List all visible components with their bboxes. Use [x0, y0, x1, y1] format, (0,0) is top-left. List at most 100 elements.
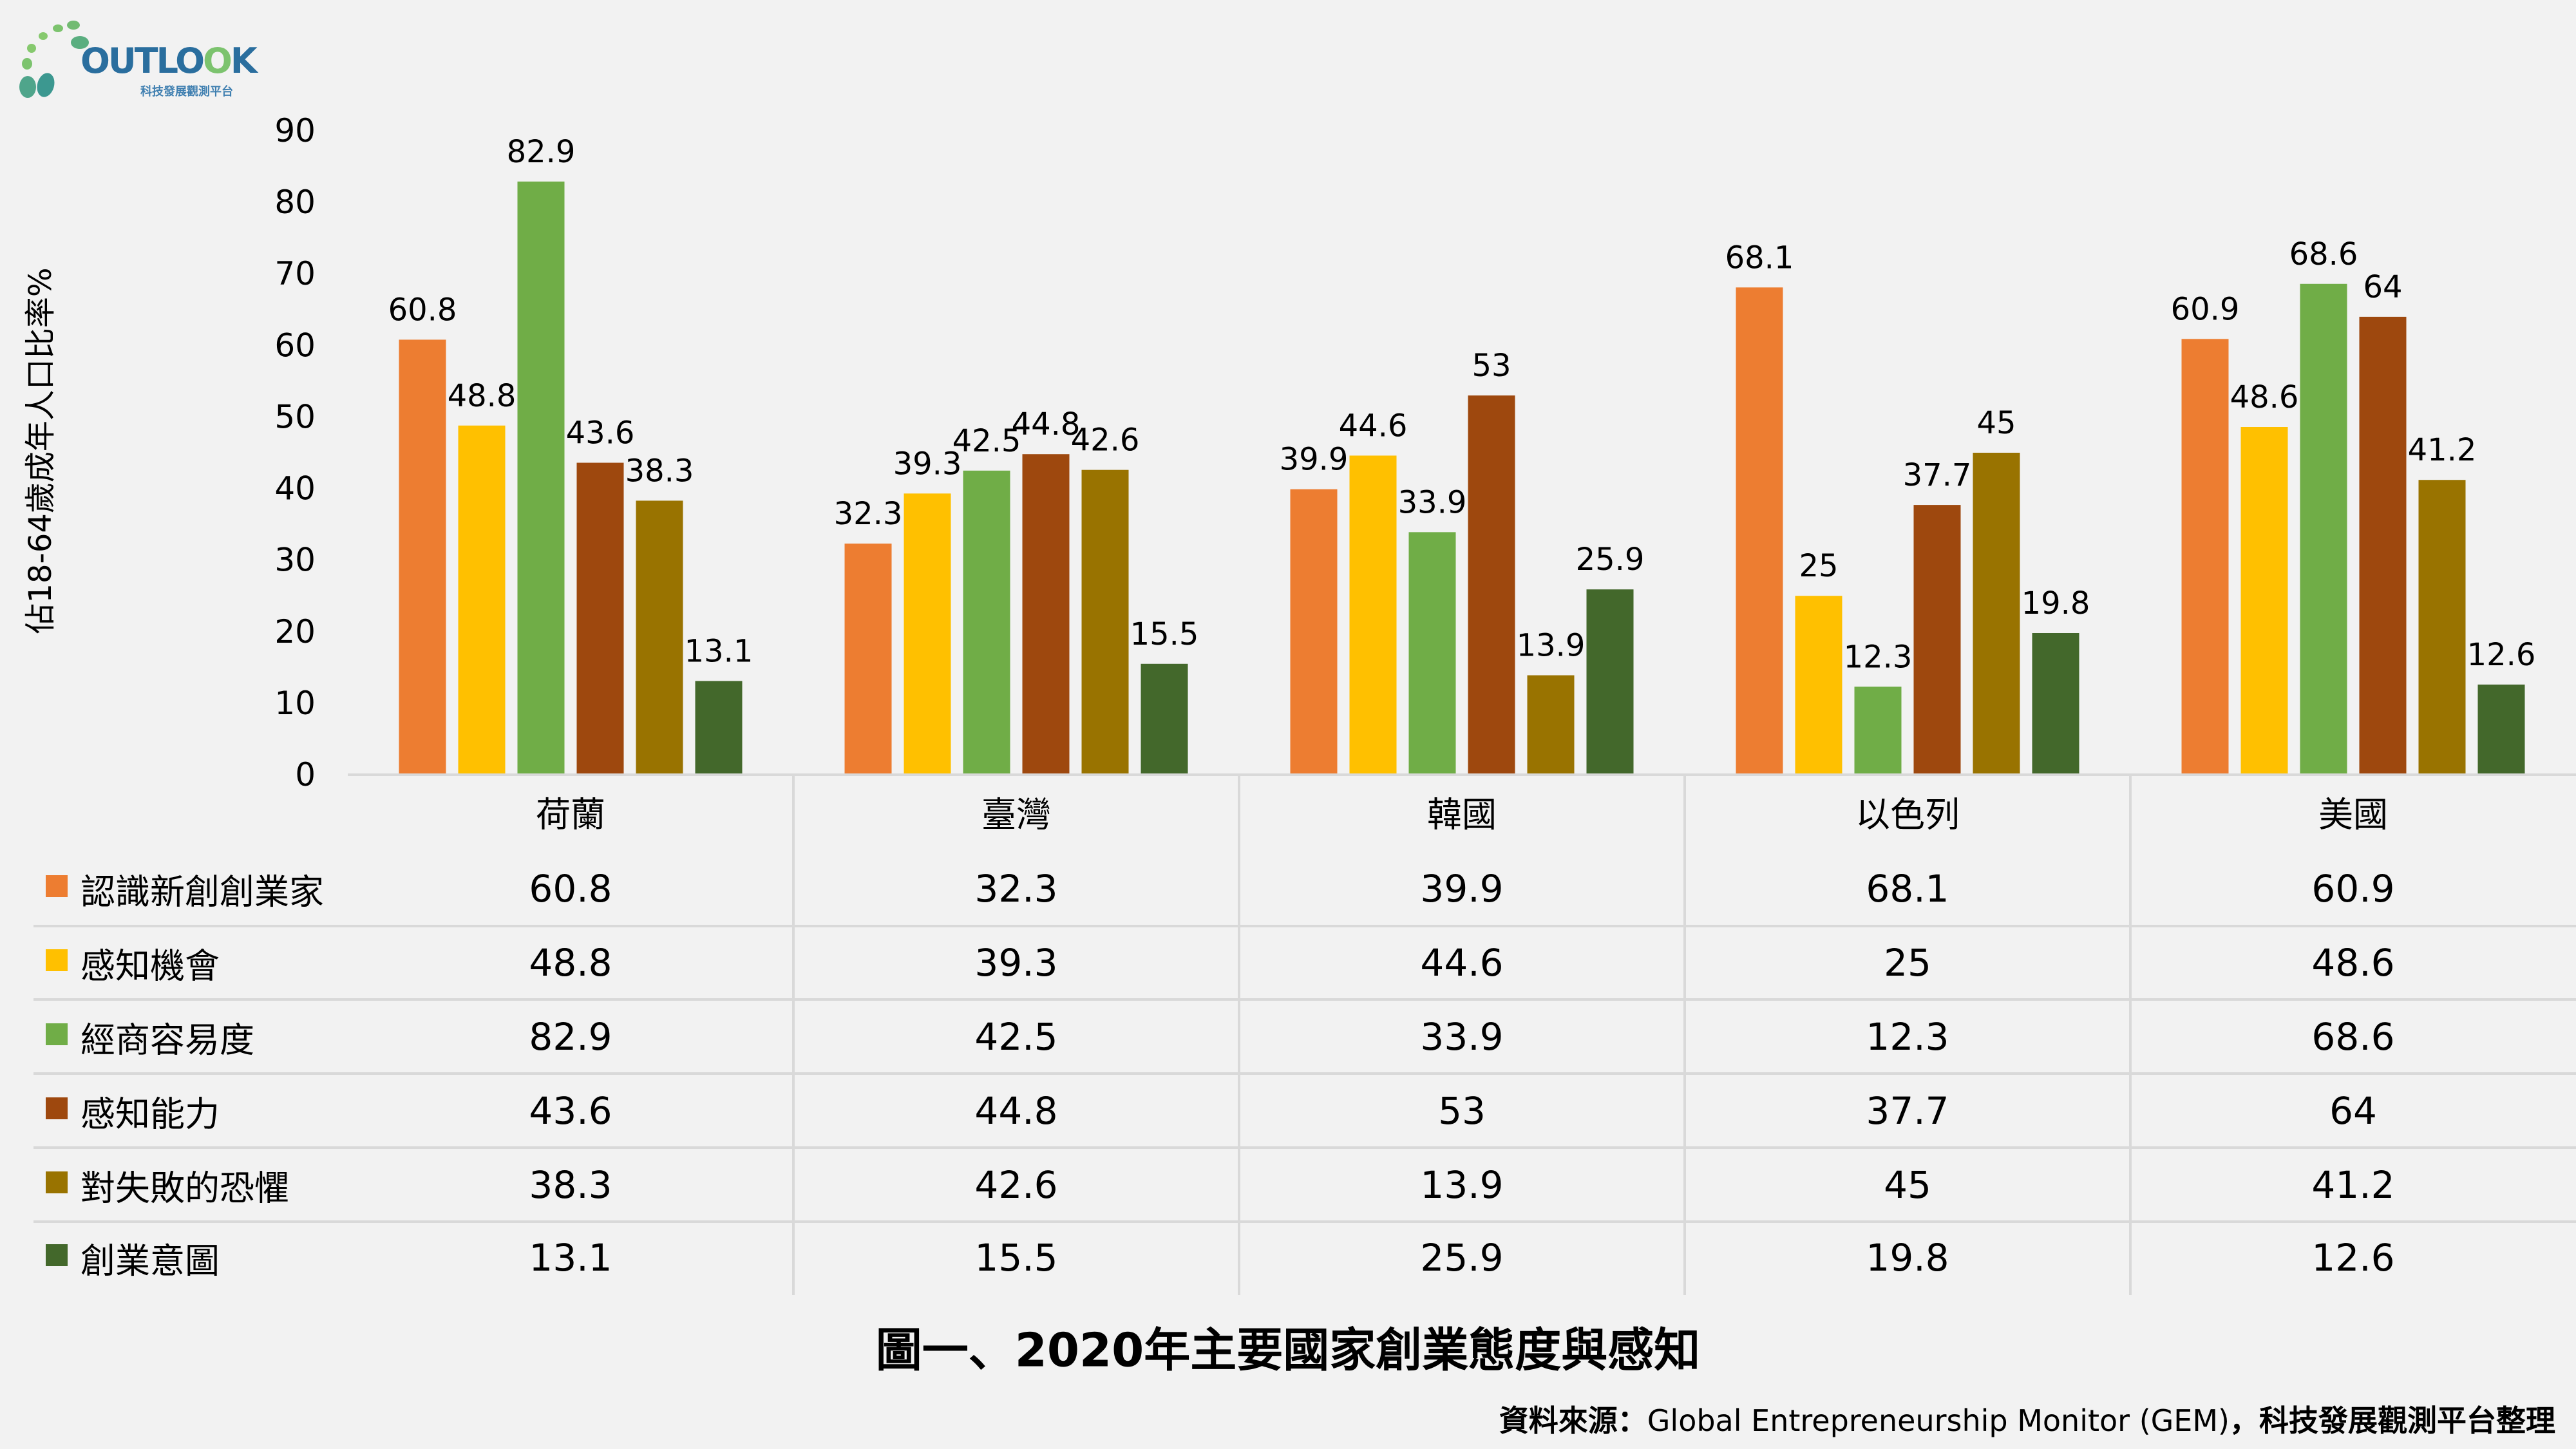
source-name: Global Entrepreneurship Monitor (GEM) [1647, 1403, 2230, 1438]
table-cell: 39.9 [1420, 867, 1504, 911]
bar [1468, 395, 1515, 775]
data-label: 15.5 [1130, 616, 1199, 652]
bar [517, 181, 565, 775]
y-tick-label: 60 [274, 327, 316, 364]
bar [1527, 675, 1575, 775]
table-column-divider [792, 775, 795, 1295]
bar [2300, 283, 2347, 775]
bar [904, 493, 951, 775]
table-row-divider [33, 1146, 2576, 1149]
table-row-divider [33, 1220, 2576, 1223]
table-column-divider [2129, 775, 2132, 1295]
y-tick-label: 30 [274, 542, 316, 579]
logo-wordmark: OUTLOOK [80, 41, 258, 81]
table-cell: 41.2 [2311, 1163, 2395, 1207]
table-cell: 60.8 [529, 867, 612, 911]
bar [636, 500, 683, 775]
table-cell: 53 [1438, 1089, 1486, 1133]
x-category-label: 韓國 [1427, 794, 1497, 835]
bar [576, 462, 624, 775]
x-category-label: 荷蘭 [536, 794, 605, 835]
data-label: 32.3 [834, 496, 903, 532]
data-label: 60.8 [388, 292, 457, 328]
y-tick-label: 80 [274, 184, 316, 221]
bar [1736, 287, 1783, 775]
bar [2240, 427, 2288, 775]
data-label: 13.1 [685, 633, 753, 669]
logo-dot-icon [67, 21, 80, 30]
table-cell: 68.6 [2311, 1015, 2395, 1059]
bar [1795, 596, 1842, 775]
legend-label: 認識新創創業家 [80, 871, 324, 913]
table-cell: 60.9 [2311, 867, 2395, 911]
data-label: 68.1 [1725, 240, 1794, 276]
logo-dot-icon [71, 36, 89, 49]
bar [2477, 685, 2525, 775]
data-label: 38.3 [625, 453, 694, 489]
legend-label: 感知能力 [80, 1094, 220, 1135]
bar [1586, 589, 1634, 775]
data-label: 64 [2363, 269, 2402, 305]
logo-word-part: OUTLO [80, 41, 205, 81]
x-category-label: 臺灣 [981, 794, 1051, 835]
y-tick-label: 20 [274, 613, 316, 650]
data-label: 42.5 [952, 423, 1021, 459]
data-label: 12.6 [2467, 637, 2536, 673]
table-cell: 45 [1884, 1163, 1931, 1207]
table-cell: 48.8 [529, 941, 612, 985]
bar [2032, 633, 2079, 775]
table-cell: 25 [1884, 941, 1931, 985]
data-label: 42.6 [1071, 422, 1140, 459]
bar [1349, 455, 1397, 775]
data-label: 43.6 [566, 415, 635, 451]
logo-dot-icon [27, 44, 36, 53]
bar [399, 339, 446, 775]
outlook-logo: OUTLOOK 科技發展觀測平台 [19, 18, 258, 99]
legend-label: 感知機會 [80, 945, 220, 987]
table-cell: 42.5 [974, 1015, 1058, 1059]
bar [1290, 489, 1338, 775]
table-row-divider [33, 925, 2576, 927]
legend-label: 創業意圖 [80, 1240, 220, 1282]
legend-swatch [46, 1171, 68, 1193]
logo-subtitle: 科技發展觀測平台 [140, 85, 233, 99]
logo-word-part: K [230, 41, 258, 81]
logo-dot-icon [19, 76, 36, 98]
figure-title: 圖一、2020年主要國家創業態度與感知 [875, 1323, 1701, 1378]
bar [695, 681, 743, 775]
table-cell: 38.3 [529, 1163, 612, 1207]
data-label: 25.9 [1576, 542, 1645, 578]
table-cell: 12.3 [1866, 1015, 1949, 1059]
data-label: 33.9 [1398, 484, 1467, 520]
bar [2181, 339, 2229, 775]
data-label: 37.7 [1903, 457, 1972, 493]
data-label: 45 [1976, 405, 2016, 441]
data-label: 25 [1799, 548, 1838, 584]
table-cell: 37.7 [1866, 1089, 1949, 1133]
bar [844, 544, 892, 775]
y-tick-label: 40 [274, 470, 316, 507]
bar [1141, 663, 1188, 775]
table-cell: 39.3 [974, 941, 1058, 985]
data-label: 53 [1472, 348, 1511, 384]
data-label: 60.9 [2171, 291, 2240, 327]
data-label: 41.2 [2408, 432, 2477, 468]
legend-swatch [46, 875, 68, 897]
table-cell: 13.1 [529, 1236, 612, 1280]
data-label: 39.3 [893, 446, 962, 482]
bar [1022, 454, 1070, 775]
table-cell: 19.8 [1866, 1236, 1949, 1280]
data-label: 48.6 [2230, 379, 2299, 415]
table-cell: 32.3 [974, 867, 1058, 911]
legend-swatch [46, 1023, 68, 1045]
legend-swatch [46, 949, 68, 971]
data-label: 19.8 [2022, 585, 2090, 621]
data-label: 44.6 [1339, 408, 1408, 444]
logo-dot-icon [39, 32, 48, 40]
logo-dot-icon [22, 58, 32, 70]
source-note: 資料來源：Global Entrepreneurship Monitor (GE… [1499, 1397, 2555, 1440]
table-column-divider [1238, 775, 1240, 1295]
bar [2359, 316, 2407, 775]
